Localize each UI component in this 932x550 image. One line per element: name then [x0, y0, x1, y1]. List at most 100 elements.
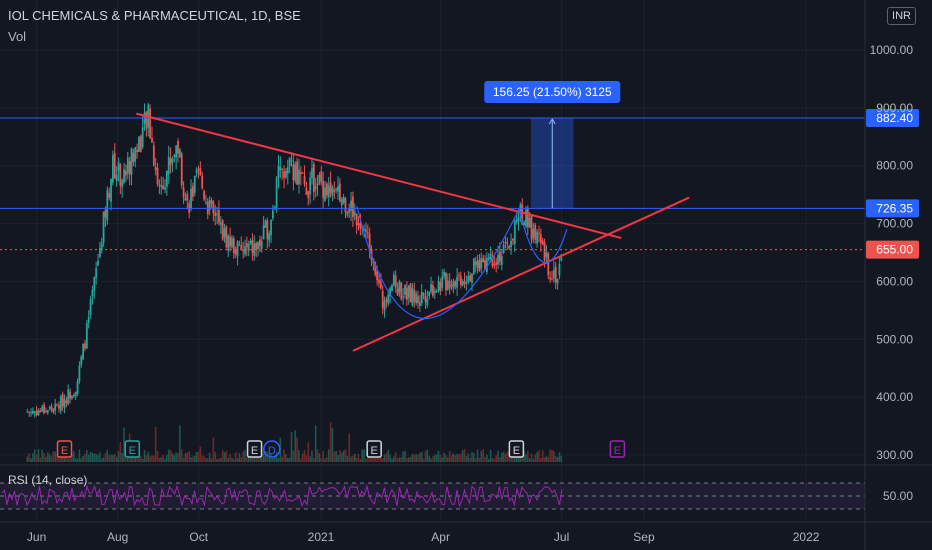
candle-body [327, 185, 330, 198]
volume-bar [551, 449, 553, 462]
volume-bar [473, 452, 475, 462]
volume-bar [115, 456, 118, 462]
volume-bar [236, 458, 239, 462]
volume-bar [89, 451, 92, 462]
volume-bar [460, 453, 462, 462]
volume-bar [76, 458, 79, 462]
candle-body [212, 201, 215, 214]
volume-bar [409, 456, 412, 462]
volume-bar [48, 454, 51, 462]
candle-body [409, 283, 412, 303]
earnings-marker-box [366, 440, 382, 458]
volume-bar [184, 453, 187, 462]
time-tick-label: Jun [27, 530, 46, 544]
volume-bar [173, 455, 176, 462]
volume-bar [428, 455, 430, 462]
volume-bar [87, 454, 90, 462]
candle-body [218, 210, 220, 224]
earnings-marker: E [129, 445, 136, 457]
volume-bar [74, 458, 77, 462]
volume-bar [393, 456, 395, 462]
volume-bar [37, 449, 40, 462]
volume-bar [426, 449, 429, 462]
earnings-marker-box [508, 440, 525, 458]
candle-body [251, 239, 254, 254]
candle-body [56, 403, 58, 405]
candle-body [242, 249, 245, 252]
candle-body [169, 158, 172, 166]
volume-bar [160, 456, 163, 462]
volume-bar [489, 449, 492, 462]
candle-body [136, 149, 138, 152]
candle-body [117, 161, 120, 171]
candle-body [424, 295, 427, 302]
candle-body [208, 200, 211, 211]
volume-bar [560, 455, 563, 462]
volume-bar [162, 455, 164, 462]
candle-body [322, 180, 325, 198]
candle-body [525, 209, 527, 227]
volume-bar [391, 458, 393, 462]
candle-body [121, 180, 124, 188]
candle-body [154, 167, 157, 171]
candle-body [225, 226, 228, 248]
candle-body [478, 259, 481, 271]
candle-body [104, 209, 107, 218]
candle-body [100, 242, 103, 251]
price-tag-label: 882.40 [876, 111, 913, 125]
volume-bar [355, 457, 358, 462]
candle-body [428, 291, 431, 297]
candle-body [443, 272, 445, 277]
candle-body [405, 287, 408, 301]
candle-body [549, 277, 552, 280]
candle-body [45, 410, 47, 413]
volume-bar [456, 453, 458, 462]
time-tick-label: 2021 [308, 530, 335, 544]
candle-body [352, 196, 354, 218]
volume-bar [383, 454, 386, 462]
volume-bar [292, 450, 295, 462]
volume-bar [521, 454, 524, 462]
volume-bar [437, 450, 440, 462]
volume-bar [314, 425, 317, 462]
volume-bar [203, 456, 205, 462]
candle-body [85, 323, 88, 349]
earnings-marker: E [371, 445, 378, 457]
volume-bar [458, 454, 460, 462]
price-tag-bg [866, 240, 919, 259]
candle-body [182, 187, 185, 198]
candle-body [234, 249, 237, 255]
volume-bar [281, 456, 284, 462]
volume-bar [214, 451, 217, 462]
volume-bar [108, 454, 110, 462]
candle-body [498, 251, 501, 262]
candle-body [528, 217, 531, 228]
volume-bar [220, 458, 222, 462]
candle-body [376, 271, 378, 281]
candle-body [502, 244, 505, 253]
candle-body [260, 241, 263, 249]
volume-bar [199, 446, 202, 462]
candle-body [335, 188, 338, 190]
candle-body [91, 290, 94, 297]
candle-body [97, 260, 99, 266]
volume-bar [417, 454, 419, 462]
currency-button[interactable]: INR [887, 7, 916, 25]
volume-bar [491, 458, 494, 462]
candle-body [72, 394, 75, 397]
candle-body [108, 193, 111, 198]
candle-body [28, 411, 31, 413]
candle-body [210, 200, 213, 204]
volume-bar [415, 454, 417, 462]
candle-body [219, 222, 222, 225]
candle-body [422, 293, 425, 296]
candle-body [342, 196, 345, 203]
volume-bar [46, 452, 49, 462]
volume-bar [389, 454, 391, 462]
candle-body [539, 234, 542, 244]
candle-body [472, 258, 475, 274]
candle-body [158, 184, 161, 186]
measure-label: 156.25 (21.50%) 3125 [493, 85, 612, 99]
candle-body [467, 276, 470, 283]
